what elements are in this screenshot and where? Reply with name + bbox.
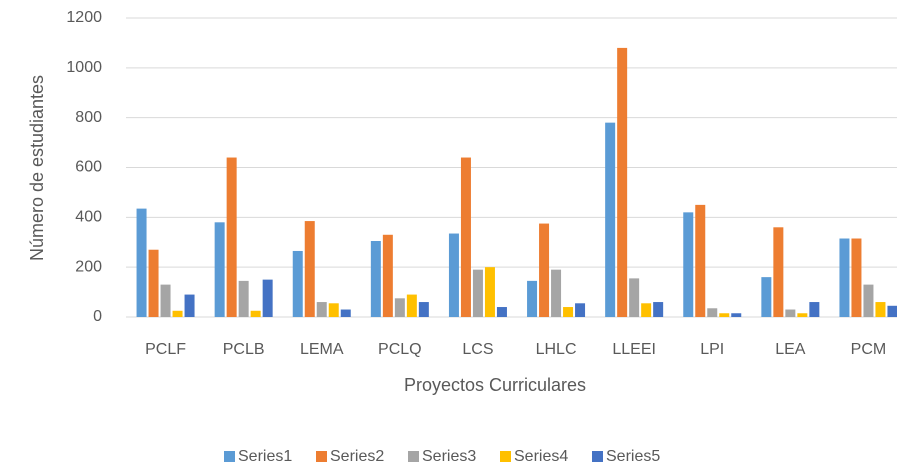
bar bbox=[551, 269, 562, 317]
bar bbox=[448, 233, 459, 317]
bar bbox=[539, 223, 550, 317]
y-tick-label: 600 bbox=[75, 159, 102, 176]
bar bbox=[262, 279, 273, 317]
x-tick-label: LLEEI bbox=[612, 341, 656, 358]
y-tick-label: 0 bbox=[93, 308, 102, 325]
x-tick-label: LEMA bbox=[300, 341, 344, 358]
legend-swatch bbox=[408, 451, 419, 462]
x-tick-label: PCLF bbox=[145, 341, 186, 358]
bar bbox=[136, 208, 147, 317]
x-tick-label: LHLC bbox=[536, 341, 577, 358]
bar bbox=[773, 227, 784, 317]
bar bbox=[394, 298, 405, 317]
bar bbox=[617, 47, 628, 318]
bar bbox=[809, 302, 820, 317]
bar bbox=[683, 212, 694, 317]
bar bbox=[418, 302, 429, 317]
x-tick-label: LEA bbox=[775, 341, 806, 358]
bar bbox=[250, 310, 261, 317]
x-tick-label: LCS bbox=[462, 341, 493, 358]
bar bbox=[496, 307, 507, 317]
x-tick-label: PCM bbox=[851, 341, 887, 358]
bar bbox=[340, 309, 351, 317]
bar bbox=[148, 249, 159, 317]
y-tick-label: 200 bbox=[75, 258, 102, 275]
bar bbox=[460, 157, 471, 317]
bar bbox=[184, 294, 195, 317]
legend-swatch bbox=[592, 451, 603, 462]
bar bbox=[563, 307, 574, 317]
bar bbox=[328, 303, 339, 317]
bar bbox=[875, 302, 886, 317]
bar bbox=[575, 303, 586, 317]
bar bbox=[484, 267, 495, 317]
bar bbox=[707, 308, 718, 317]
x-tick-label: LPI bbox=[700, 341, 724, 358]
x-tick-label: PCLQ bbox=[378, 341, 422, 358]
bar bbox=[851, 238, 862, 317]
bar bbox=[214, 222, 225, 317]
legend-label: Series4 bbox=[514, 448, 568, 465]
legend-label: Series1 bbox=[238, 448, 292, 465]
bar bbox=[839, 238, 850, 317]
y-tick-label: 1200 bbox=[66, 9, 102, 26]
legend-label: Series3 bbox=[422, 448, 476, 465]
bar bbox=[304, 221, 315, 317]
bar bbox=[863, 284, 874, 317]
bar bbox=[406, 294, 417, 317]
bar bbox=[316, 302, 327, 317]
x-axis-label: Proyectos Curriculares bbox=[404, 375, 586, 395]
y-tick-label: 1000 bbox=[66, 59, 102, 76]
legend-swatch bbox=[316, 451, 327, 462]
bar bbox=[370, 241, 381, 317]
x-tick-label: PCLB bbox=[223, 341, 265, 358]
legend-swatch bbox=[500, 451, 511, 462]
bar bbox=[641, 303, 652, 317]
bar bbox=[382, 234, 393, 317]
y-tick-label: 800 bbox=[75, 109, 102, 126]
bar bbox=[731, 313, 742, 317]
bar bbox=[172, 310, 183, 317]
bar bbox=[238, 280, 249, 317]
bar bbox=[160, 284, 171, 317]
bar bbox=[472, 269, 483, 317]
bar bbox=[887, 305, 897, 317]
bar bbox=[719, 313, 730, 317]
y-tick-label: 400 bbox=[75, 209, 102, 226]
bar bbox=[629, 278, 640, 317]
bar bbox=[653, 302, 664, 317]
bar bbox=[785, 309, 796, 317]
bar bbox=[797, 313, 808, 317]
bar bbox=[761, 277, 772, 317]
legend-label: Series5 bbox=[606, 448, 660, 465]
bar bbox=[695, 204, 706, 317]
y-axis-label: Número de estudiantes bbox=[27, 75, 47, 261]
bar bbox=[527, 280, 538, 317]
legend-label: Series2 bbox=[330, 448, 384, 465]
bar bbox=[226, 157, 237, 317]
bar bbox=[605, 122, 616, 318]
legend-swatch bbox=[224, 451, 235, 462]
bar bbox=[292, 250, 303, 317]
